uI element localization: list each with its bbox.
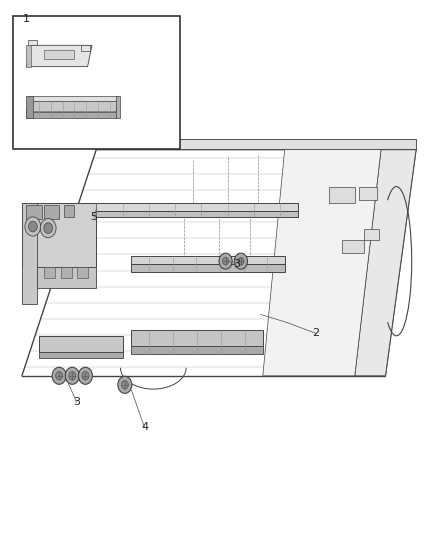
- Polygon shape: [44, 50, 74, 59]
- Polygon shape: [131, 346, 263, 354]
- Text: 3: 3: [73, 398, 80, 407]
- Polygon shape: [79, 211, 298, 217]
- Polygon shape: [26, 101, 118, 112]
- Ellipse shape: [25, 217, 41, 236]
- Ellipse shape: [78, 367, 92, 384]
- Text: 1: 1: [23, 14, 30, 23]
- Polygon shape: [26, 96, 33, 118]
- Polygon shape: [22, 203, 96, 266]
- Polygon shape: [77, 266, 88, 278]
- Polygon shape: [355, 149, 416, 376]
- Polygon shape: [37, 266, 96, 288]
- Polygon shape: [359, 187, 377, 200]
- Ellipse shape: [121, 381, 128, 389]
- Ellipse shape: [28, 221, 37, 232]
- Polygon shape: [26, 112, 116, 118]
- Ellipse shape: [40, 219, 56, 238]
- Polygon shape: [263, 149, 381, 376]
- Polygon shape: [81, 45, 90, 51]
- Ellipse shape: [52, 367, 66, 384]
- Text: 2: 2: [312, 328, 319, 338]
- Ellipse shape: [118, 376, 132, 393]
- Ellipse shape: [65, 367, 79, 384]
- Ellipse shape: [223, 257, 229, 265]
- Ellipse shape: [56, 372, 63, 380]
- Polygon shape: [79, 203, 298, 211]
- Ellipse shape: [82, 372, 89, 380]
- Polygon shape: [26, 45, 92, 67]
- Text: 4: 4: [141, 423, 148, 432]
- Polygon shape: [364, 229, 379, 240]
- Polygon shape: [26, 205, 42, 219]
- Text: 5: 5: [91, 213, 98, 222]
- Polygon shape: [39, 352, 123, 358]
- Polygon shape: [26, 45, 31, 67]
- Polygon shape: [39, 336, 123, 352]
- Polygon shape: [131, 264, 285, 272]
- Polygon shape: [328, 187, 355, 203]
- FancyBboxPatch shape: [13, 16, 180, 149]
- Polygon shape: [44, 205, 59, 219]
- Polygon shape: [131, 330, 263, 346]
- Polygon shape: [22, 203, 37, 304]
- Polygon shape: [44, 266, 55, 278]
- Polygon shape: [342, 240, 364, 253]
- Ellipse shape: [219, 253, 232, 269]
- Ellipse shape: [44, 223, 53, 233]
- Ellipse shape: [69, 372, 76, 380]
- Polygon shape: [28, 96, 118, 101]
- Polygon shape: [64, 205, 74, 217]
- Polygon shape: [61, 266, 72, 278]
- Polygon shape: [28, 40, 37, 45]
- Polygon shape: [96, 139, 416, 149]
- Polygon shape: [116, 96, 120, 118]
- Ellipse shape: [238, 257, 244, 265]
- Text: 3: 3: [233, 259, 240, 269]
- Polygon shape: [131, 256, 285, 264]
- Ellipse shape: [234, 253, 247, 269]
